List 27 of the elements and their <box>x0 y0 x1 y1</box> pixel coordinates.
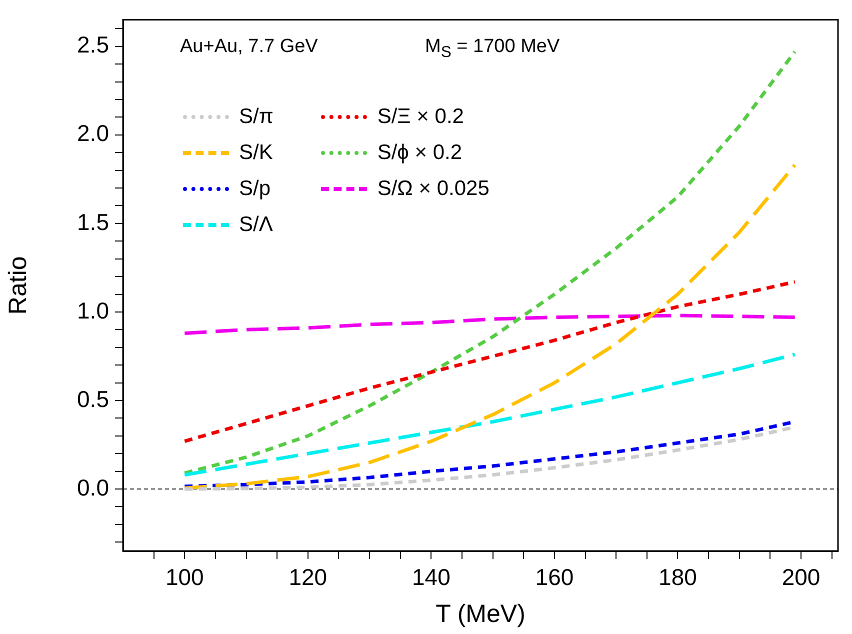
y-tick-label: 0.5 <box>77 386 109 412</box>
x-tick-label: 100 <box>165 564 204 590</box>
y-tick-label: 0.0 <box>77 474 109 500</box>
line-series <box>182 280 797 443</box>
line-series <box>182 314 797 335</box>
y-tick-label: 2.5 <box>77 32 109 58</box>
annotation: Au+Au, 7.7 GeV <box>180 36 318 58</box>
y-axis-title: Ratio <box>4 256 32 315</box>
legend-label: S/Ω × 0.025 <box>377 176 490 201</box>
legend-label: S/K <box>239 140 273 165</box>
legend-label: S/p <box>239 176 271 201</box>
x-axis-title: T (MeV) <box>436 600 526 628</box>
x-tick-label: 200 <box>782 564 820 590</box>
legend-label: S/ϕ × 0.2 <box>377 140 462 165</box>
y-tick-label: 1.0 <box>77 297 109 324</box>
legend-label: S/π <box>239 104 274 129</box>
x-tick-label: 120 <box>288 564 328 590</box>
x-tick-label: 160 <box>535 564 574 590</box>
y-tick-label: 1.5 <box>77 208 109 235</box>
legend-label: S/Λ <box>239 212 273 237</box>
annotation: M$_{S}$ = 1700 MeV <box>425 36 560 62</box>
x-tick-label: 140 <box>412 564 450 590</box>
line-series <box>182 352 797 477</box>
legend-label: S/Ξ × 0.2 <box>377 104 464 129</box>
line-series <box>182 163 797 490</box>
y-tick-label: 2.0 <box>77 120 109 146</box>
x-tick-label: 180 <box>658 564 697 590</box>
